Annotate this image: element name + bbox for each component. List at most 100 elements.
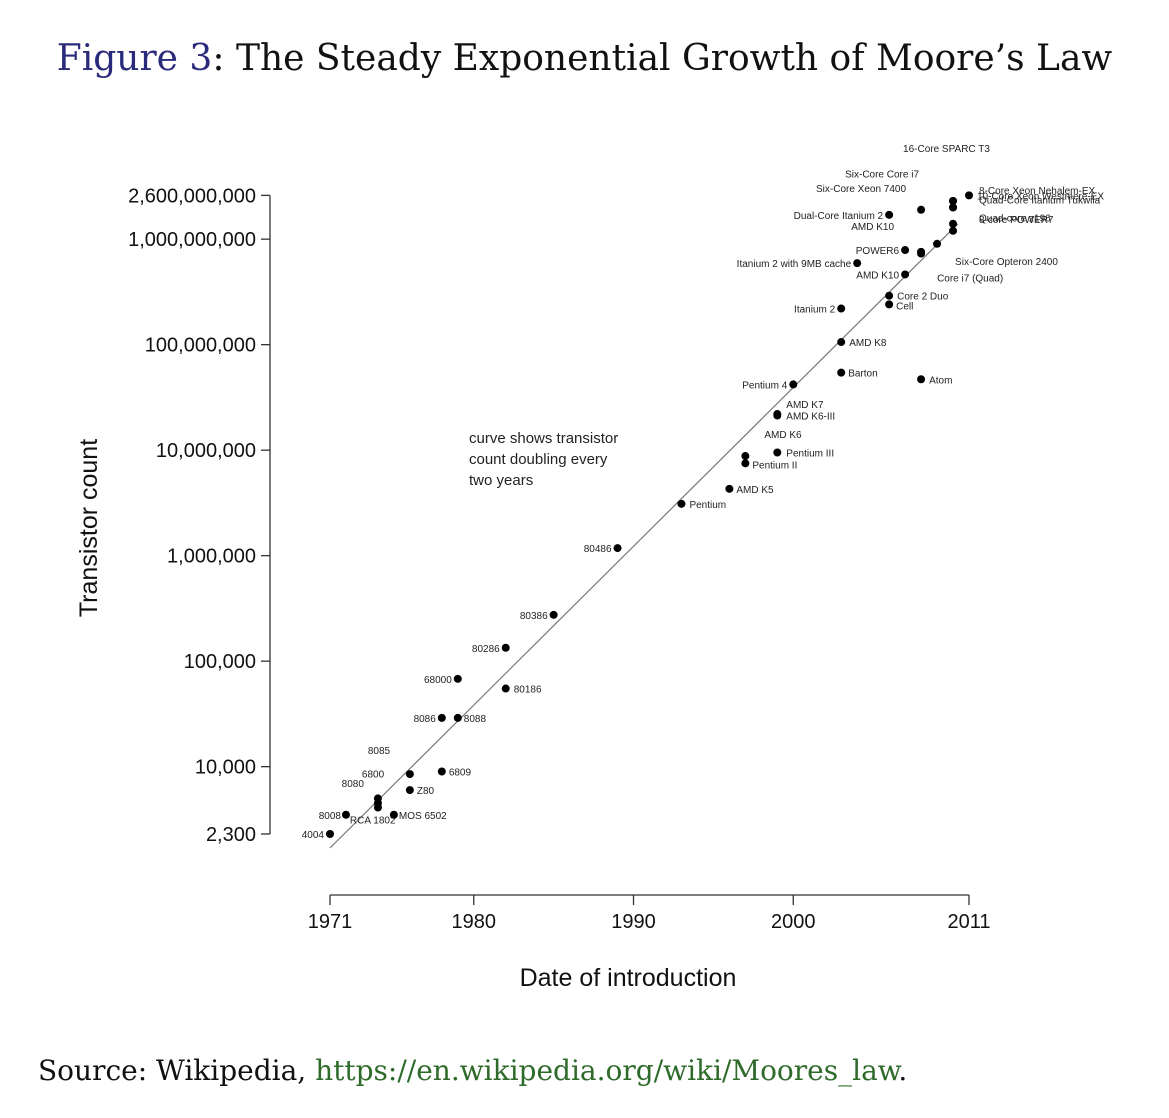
data-point-1 xyxy=(341,810,350,819)
data-point-label-2: 8080 xyxy=(342,779,365,790)
source-suffix: . xyxy=(898,1054,908,1087)
data-point-20 xyxy=(773,448,782,457)
data-point-19 xyxy=(741,452,750,461)
data-point-label-37: Six-Core Opteron 2400 xyxy=(955,257,1058,268)
data-point-label-4: MOS 6502 xyxy=(399,811,447,822)
data-point-label-35: Dual-Core Itanium 2 xyxy=(794,211,884,222)
data-point-label-29: Atom xyxy=(929,375,952,386)
x-tick-label-3: 2000 xyxy=(771,911,816,933)
data-point-18 xyxy=(741,459,750,468)
data-point-44 xyxy=(949,197,958,205)
figure-title: The Steady Exponential Growth of Moore’s… xyxy=(235,38,1113,79)
data-point-label-23: Pentium 4 xyxy=(742,380,787,391)
data-point-label-16: Pentium xyxy=(689,500,726,511)
data-point-label-43: Quad-Core Itanium Tukwila xyxy=(979,195,1101,206)
data-point-42 xyxy=(949,219,958,228)
y-tick-label-2: 100,000 xyxy=(184,651,256,673)
data-point-label-32: POWER6 xyxy=(856,246,900,257)
data-point-4 xyxy=(389,810,398,819)
x-axis-title: Date of introduction xyxy=(520,964,737,992)
y-tick-label-0: 2,300 xyxy=(206,824,256,846)
trend-annotation-line-2: two years xyxy=(469,472,533,489)
x-tick-label-4: 2011 xyxy=(947,911,990,933)
data-point-label-19: AMD K6 xyxy=(764,430,802,441)
data-point-label-9: 8086 xyxy=(414,714,437,725)
data-point-40 xyxy=(965,191,973,200)
data-point-17 xyxy=(725,484,734,493)
data-point-label-18: Pentium II xyxy=(752,460,797,471)
data-point-9 xyxy=(437,713,446,722)
data-point-label-8: 6809 xyxy=(449,767,472,778)
y-tick-label-1: 10,000 xyxy=(195,757,256,779)
data-point-36 xyxy=(917,205,926,214)
data-point-label-40: 10-Core Xeon Westmere-EX xyxy=(977,191,1104,202)
data-point-label-11: 68000 xyxy=(424,675,452,686)
data-point-label-6: Z80 xyxy=(417,786,435,797)
y-axis-title: Transistor count xyxy=(75,439,103,617)
data-point-label-17: AMD K5 xyxy=(736,485,774,496)
data-point-34 xyxy=(917,249,926,258)
source-note: Source: Wikipedia, https://en.wikipedia.… xyxy=(38,1054,907,1087)
data-point-16 xyxy=(677,499,686,508)
data-point-label-12: 80186 xyxy=(514,685,542,696)
data-point-label-26: Itanium 2 xyxy=(794,305,836,316)
source-prefix: Source: Wikipedia, xyxy=(38,1054,316,1087)
x-tick-label-2: 1990 xyxy=(611,911,656,933)
data-point-label-15: 80486 xyxy=(584,544,612,555)
trend-annotation-line-1: count doubling every xyxy=(469,451,608,468)
data-point-12 xyxy=(501,684,510,693)
data-point-32 xyxy=(901,246,910,255)
data-point-label-1: 8008 xyxy=(319,811,342,822)
data-point-27 xyxy=(885,300,894,309)
data-point-label-38: Six-Core Core i7 xyxy=(845,169,919,180)
trend-line xyxy=(329,223,959,849)
data-point-22 xyxy=(773,410,782,419)
data-point-label-3: RCA 1802 xyxy=(350,815,396,826)
data-point-label-41: 8-core POWER7 xyxy=(979,215,1054,226)
data-point-13 xyxy=(501,643,510,652)
data-point-28 xyxy=(885,291,894,300)
data-point-30 xyxy=(901,270,910,279)
data-point-24 xyxy=(837,368,846,377)
moores-law-chart: 2,300 10,000 100,000 1,000,000 10,000,000 100… xyxy=(75,144,1104,992)
data-point-31 xyxy=(853,259,862,268)
data-point-label-44: 8-Core Xeon Nehalem-EX xyxy=(979,186,1095,197)
y-tick-label-4: 10,000,000 xyxy=(156,440,256,462)
data-point-label-30: AMD K10 xyxy=(856,270,899,281)
y-tick-label-6: 1,000,000,000 xyxy=(128,229,256,251)
data-point-label-22: AMD K7 xyxy=(786,400,824,411)
data-point-label-31: Itanium 2 with 9MB cache xyxy=(737,259,852,270)
trend-annotation-line-0: curve shows transistor xyxy=(469,430,618,447)
data-point-15 xyxy=(613,544,622,553)
data-point-6 xyxy=(405,786,414,795)
data-point-label-24: Barton xyxy=(848,369,877,380)
data-point-label-42: Quad-core z196 xyxy=(979,214,1051,225)
data-point-29 xyxy=(917,375,926,384)
data-point-label-25: AMD K8 xyxy=(849,338,887,349)
y-tick-label-5: 100,000,000 xyxy=(145,335,256,357)
data-point-3 xyxy=(373,794,382,803)
data-point-label-13: 80286 xyxy=(472,644,500,655)
data-point-label-7: 8085 xyxy=(368,746,391,757)
data-point-41 xyxy=(949,226,958,235)
data-point-25 xyxy=(837,338,846,347)
data-point-10 xyxy=(453,713,462,722)
figure-caption: Figure 3: The Steady Exponential Growth … xyxy=(0,38,1169,79)
data-point-8 xyxy=(437,767,446,776)
data-point-26 xyxy=(837,304,846,313)
data-point-43 xyxy=(949,203,958,212)
data-point-label-0: 4004 xyxy=(302,830,325,841)
data-point-label-5: 6800 xyxy=(362,770,385,781)
data-point-37 xyxy=(933,239,942,248)
x-tick-label-1: 1980 xyxy=(452,911,497,933)
figure-caption-separator: : xyxy=(212,38,225,79)
figure-reference-link[interactable]: Figure 3 xyxy=(56,38,213,79)
source-link[interactable]: https://en.wikipedia.org/wiki/Moores_law xyxy=(315,1054,899,1087)
data-point-label-10: 8088 xyxy=(464,714,487,725)
data-point-11 xyxy=(453,674,462,683)
data-point-14 xyxy=(549,610,558,619)
data-point-label-14: 80386 xyxy=(520,611,548,622)
data-point-0 xyxy=(326,830,334,838)
data-point-label-27: Cell xyxy=(896,301,913,312)
data-point-label-20: Pentium III xyxy=(786,449,834,460)
